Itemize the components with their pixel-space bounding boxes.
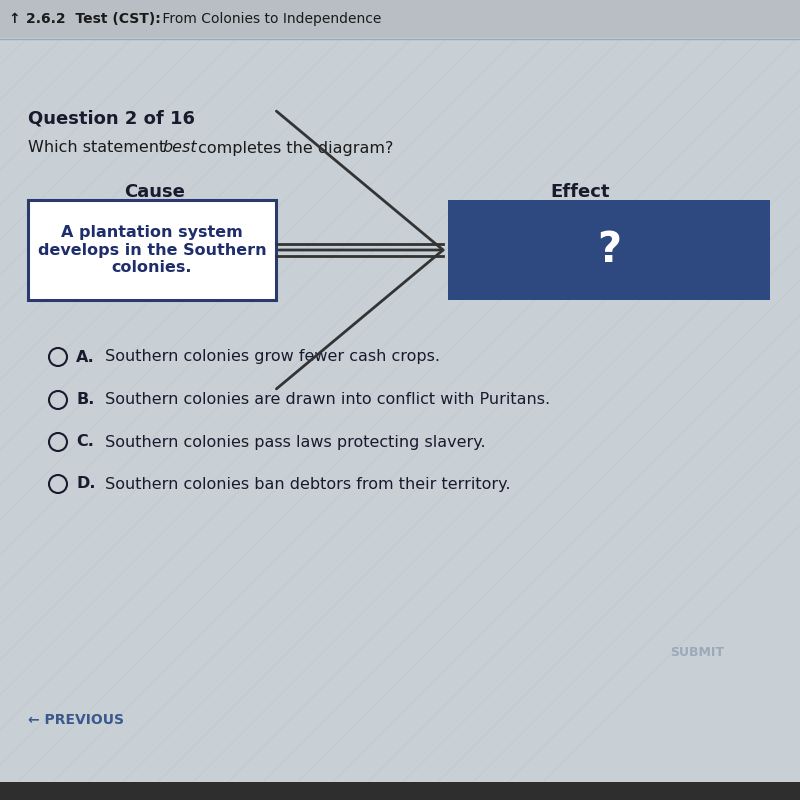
Text: Southern colonies are drawn into conflict with Puritans.: Southern colonies are drawn into conflic… bbox=[100, 393, 550, 407]
Text: A plantation system
develops in the Southern
colonies.: A plantation system develops in the Sout… bbox=[38, 225, 266, 275]
Text: Southern colonies pass laws protecting slavery.: Southern colonies pass laws protecting s… bbox=[100, 434, 486, 450]
Text: Which statement: Which statement bbox=[28, 141, 170, 155]
Text: ?: ? bbox=[597, 229, 621, 271]
Text: C.: C. bbox=[76, 434, 94, 450]
Text: SUBMIT: SUBMIT bbox=[670, 646, 724, 658]
Text: Question 2 of 16: Question 2 of 16 bbox=[28, 109, 195, 127]
Text: completes the diagram?: completes the diagram? bbox=[193, 141, 394, 155]
Text: 2.6.2  Test (CST):: 2.6.2 Test (CST): bbox=[26, 12, 161, 26]
Text: From Colonies to Independence: From Colonies to Independence bbox=[158, 12, 382, 26]
Text: B.: B. bbox=[76, 393, 94, 407]
Bar bbox=[0, 0, 800, 38]
FancyBboxPatch shape bbox=[28, 200, 276, 300]
Text: best: best bbox=[162, 141, 197, 155]
Text: ← PREVIOUS: ← PREVIOUS bbox=[28, 713, 124, 727]
Text: D.: D. bbox=[76, 477, 95, 491]
Text: Southern colonies ban debtors from their territory.: Southern colonies ban debtors from their… bbox=[100, 477, 510, 491]
Text: Cause: Cause bbox=[125, 183, 186, 201]
Text: ↑: ↑ bbox=[8, 12, 20, 26]
Bar bbox=[0, 782, 800, 800]
FancyBboxPatch shape bbox=[448, 200, 770, 300]
Text: A.: A. bbox=[76, 350, 94, 365]
Text: Southern colonies grow fewer cash crops.: Southern colonies grow fewer cash crops. bbox=[100, 350, 440, 365]
Text: Effect: Effect bbox=[550, 183, 610, 201]
